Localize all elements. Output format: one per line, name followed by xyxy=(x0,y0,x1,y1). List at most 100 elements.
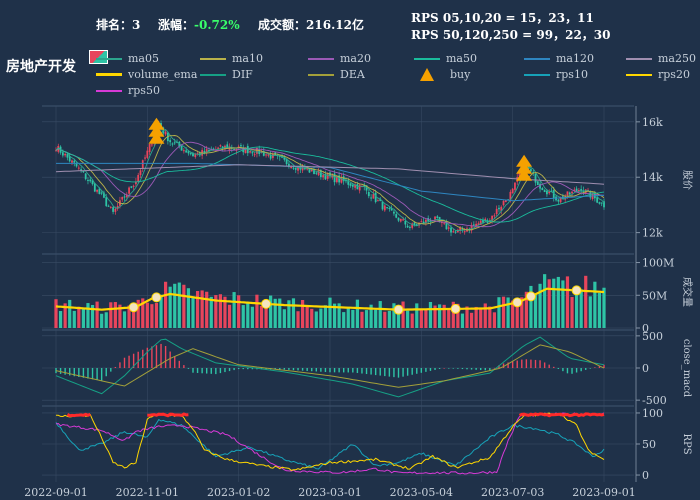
rps50-line xyxy=(55,412,605,475)
macd-histogram-bar xyxy=(338,368,340,373)
volume-bar xyxy=(593,281,597,328)
macd-histogram-bar xyxy=(192,368,194,373)
volume-bar xyxy=(241,305,245,328)
volume-bar xyxy=(474,306,478,328)
legend-label: rps10 xyxy=(556,68,588,81)
volume-bar xyxy=(565,276,570,328)
legend-label: rps20 xyxy=(658,68,690,81)
candle-body xyxy=(443,222,446,224)
rps-tick-label: 0 xyxy=(642,469,649,482)
volume-bar xyxy=(209,296,213,328)
macd-histogram-bar xyxy=(91,368,94,380)
candle-body xyxy=(399,218,402,222)
rank-stat: 排名：3 xyxy=(96,16,140,33)
macd-histogram-bar xyxy=(201,368,203,374)
volume-bar xyxy=(250,306,254,328)
volume-bar xyxy=(104,312,108,328)
candle-body xyxy=(249,151,251,153)
candle-body xyxy=(459,227,462,231)
candle-body xyxy=(495,208,498,215)
rps-summary-line1: RPS 05,10,20 = 15，23，11 xyxy=(411,11,594,25)
macd-histogram-bar xyxy=(603,364,605,368)
volume-bar xyxy=(328,297,332,328)
rps-strength-highlight xyxy=(66,412,91,418)
volume-bar xyxy=(506,297,510,328)
volume-bar xyxy=(529,285,533,328)
macd-histogram-bar xyxy=(406,368,409,376)
candle-body xyxy=(577,190,580,192)
macd-histogram-bar xyxy=(356,368,359,374)
candle-body xyxy=(93,183,96,192)
candle-body xyxy=(98,188,101,195)
volume-bar xyxy=(227,304,232,328)
volume-bar xyxy=(401,301,405,328)
change-value: -0.72% xyxy=(194,18,240,32)
volume-bar xyxy=(469,312,474,328)
macd-histogram-bar xyxy=(333,368,336,373)
macd-histogram-bar xyxy=(301,368,304,371)
buy-triangle-icon xyxy=(420,68,434,81)
macd-histogram-bar xyxy=(242,368,244,370)
candle-body xyxy=(383,205,386,211)
candle-body xyxy=(491,215,494,221)
legend-item-rps10: rps10 xyxy=(524,68,588,81)
volume-bar xyxy=(63,303,67,328)
volume-bar xyxy=(597,292,602,328)
chart-legend: ma05 ma10 ma20 ma50 ma120 ma250 volume_ema DIF D… xyxy=(0,48,700,104)
volume-bar xyxy=(524,291,528,328)
rps-strength-highlight xyxy=(518,412,605,418)
legend-label: DEA xyxy=(340,68,365,81)
legend-label: ma50 xyxy=(446,52,477,65)
macd-histogram-bar xyxy=(566,368,569,374)
candle-body xyxy=(80,169,83,171)
macd-histogram-bar xyxy=(589,368,591,369)
macd-histogram-bar xyxy=(489,368,491,371)
macd-histogram-bar xyxy=(543,362,546,368)
x-tick-label: 2023-03-01 xyxy=(298,486,361,499)
macd-histogram-bar xyxy=(210,368,212,374)
macd-histogram-bar xyxy=(425,368,427,372)
volume-bar xyxy=(447,309,451,328)
volume-bar xyxy=(552,278,556,328)
candle-body xyxy=(100,192,103,194)
macd-histogram-bar xyxy=(384,368,386,377)
candle-body xyxy=(600,202,603,204)
volume-bar xyxy=(488,306,492,328)
candle-body xyxy=(139,170,142,176)
macd-histogram-bar xyxy=(397,368,400,378)
macd-histogram-bar xyxy=(292,368,295,371)
buy-signal-marker xyxy=(516,168,533,181)
legend-label: volume_ema xyxy=(128,68,198,81)
volume-bar xyxy=(556,276,560,328)
candle-body xyxy=(461,229,464,231)
candle-body xyxy=(244,147,247,154)
candle-body xyxy=(192,152,194,157)
macd-histogram-bar xyxy=(470,368,473,370)
macd-histogram-bar xyxy=(598,366,601,368)
volume-bar xyxy=(337,303,341,328)
volume-bar xyxy=(355,299,359,328)
candle-body xyxy=(575,188,578,192)
macd-histogram-bar xyxy=(169,351,171,368)
legend-label: ma250 xyxy=(658,52,696,65)
macd-histogram-bar xyxy=(498,365,500,368)
candle-body xyxy=(203,150,206,153)
legend-item-dif: DIF xyxy=(200,68,253,81)
candle-body xyxy=(450,227,452,233)
candle-body xyxy=(409,226,411,228)
legend-label: buy xyxy=(450,68,471,81)
macd-histogram-bar xyxy=(379,368,381,376)
candle-body xyxy=(146,150,149,158)
candle-body xyxy=(196,153,199,155)
legend-item-ma05: ma05 xyxy=(96,52,159,65)
macd-histogram-bar xyxy=(575,368,578,373)
volume-bar xyxy=(255,294,259,328)
macd-histogram-bar xyxy=(114,366,117,368)
macd-ylabel: close_macd xyxy=(681,339,692,398)
volume-bar xyxy=(205,291,209,328)
macd-histogram-bar xyxy=(329,368,331,373)
legend-swatch xyxy=(200,73,226,76)
macd-histogram-bar xyxy=(594,367,596,368)
macd-histogram-bar xyxy=(466,368,468,370)
